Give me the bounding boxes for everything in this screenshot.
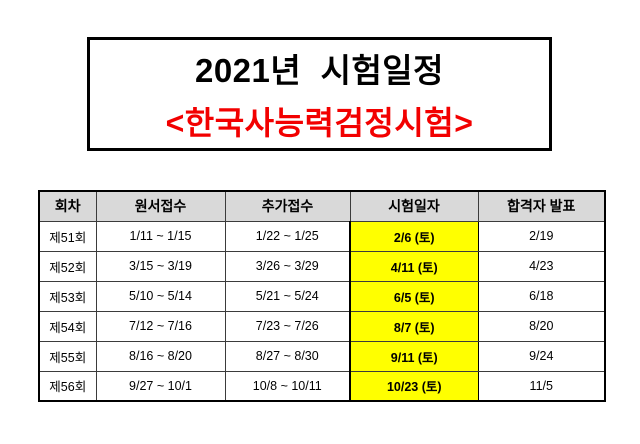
table-row: 제53회 5/10 ~ 5/14 5/21 ~ 5/24 6/5 (토) 6/1… bbox=[38, 280, 606, 312]
cell-extra-period: 5/21 ~ 5/24 bbox=[224, 280, 351, 312]
table-row: 제56회 9/27 ~ 10/1 10/8 ~ 10/11 10/23 (토) … bbox=[38, 370, 606, 402]
cell-announce-date: 11/5 bbox=[477, 370, 606, 402]
cell-apply-period: 5/10 ~ 5/14 bbox=[95, 280, 226, 312]
table-row: 제55회 8/16 ~ 8/20 8/27 ~ 8/30 9/11 (토) 9/… bbox=[38, 340, 606, 372]
cell-round: 제56회 bbox=[38, 370, 97, 402]
cell-extra-period: 3/26 ~ 3/29 bbox=[224, 250, 351, 282]
exam-schedule-table: 회차 원서접수 추가접수 시험일자 합격자 발표 제51회 1/11 ~ 1/1… bbox=[38, 190, 606, 402]
page-subtitle: <한국사능력검정시험> bbox=[165, 105, 474, 141]
column-header-extra-apply: 추가접수 bbox=[224, 190, 351, 222]
column-header-round: 회차 bbox=[38, 190, 97, 222]
column-header-apply: 원서접수 bbox=[95, 190, 226, 222]
cell-announce-date: 4/23 bbox=[477, 250, 606, 282]
cell-round: 제54회 bbox=[38, 310, 97, 342]
cell-round: 제55회 bbox=[38, 340, 97, 372]
table-row: 제52회 3/15 ~ 3/19 3/26 ~ 3/29 4/11 (토) 4/… bbox=[38, 250, 606, 282]
cell-apply-period: 7/12 ~ 7/16 bbox=[95, 310, 226, 342]
cell-exam-date: 6/5 (토) bbox=[349, 280, 479, 312]
column-header-announce: 합격자 발표 bbox=[477, 190, 606, 222]
table-row: 제54회 7/12 ~ 7/16 7/23 ~ 7/26 8/7 (토) 8/2… bbox=[38, 310, 606, 342]
cell-round: 제51회 bbox=[38, 220, 97, 252]
title-box: 2021년 시험일정 <한국사능력검정시험> bbox=[87, 37, 552, 151]
table-row: 제51회 1/11 ~ 1/15 1/22 ~ 1/25 2/6 (토) 2/1… bbox=[38, 220, 606, 252]
cell-exam-date: 9/11 (토) bbox=[349, 340, 479, 372]
cell-extra-period: 1/22 ~ 1/25 bbox=[224, 220, 351, 252]
cell-exam-date: 10/23 (토) bbox=[349, 370, 479, 402]
cell-exam-date: 4/11 (토) bbox=[349, 250, 479, 282]
table-header-row: 회차 원서접수 추가접수 시험일자 합격자 발표 bbox=[38, 190, 606, 222]
cell-extra-period: 7/23 ~ 7/26 bbox=[224, 310, 351, 342]
cell-round: 제53회 bbox=[38, 280, 97, 312]
cell-exam-date: 8/7 (토) bbox=[349, 310, 479, 342]
cell-announce-date: 8/20 bbox=[477, 310, 606, 342]
cell-exam-date: 2/6 (토) bbox=[349, 220, 479, 252]
cell-apply-period: 9/27 ~ 10/1 bbox=[95, 370, 226, 402]
cell-apply-period: 8/16 ~ 8/20 bbox=[95, 340, 226, 372]
cell-apply-period: 1/11 ~ 1/15 bbox=[95, 220, 226, 252]
cell-announce-date: 2/19 bbox=[477, 220, 606, 252]
column-header-exam-date: 시험일자 bbox=[349, 190, 479, 222]
cell-announce-date: 9/24 bbox=[477, 340, 606, 372]
cell-extra-period: 10/8 ~ 10/11 bbox=[224, 370, 351, 402]
cell-announce-date: 6/18 bbox=[477, 280, 606, 312]
cell-extra-period: 8/27 ~ 8/30 bbox=[224, 340, 351, 372]
cell-round: 제52회 bbox=[38, 250, 97, 282]
cell-apply-period: 3/15 ~ 3/19 bbox=[95, 250, 226, 282]
page-title: 2021년 시험일정 bbox=[194, 52, 445, 89]
